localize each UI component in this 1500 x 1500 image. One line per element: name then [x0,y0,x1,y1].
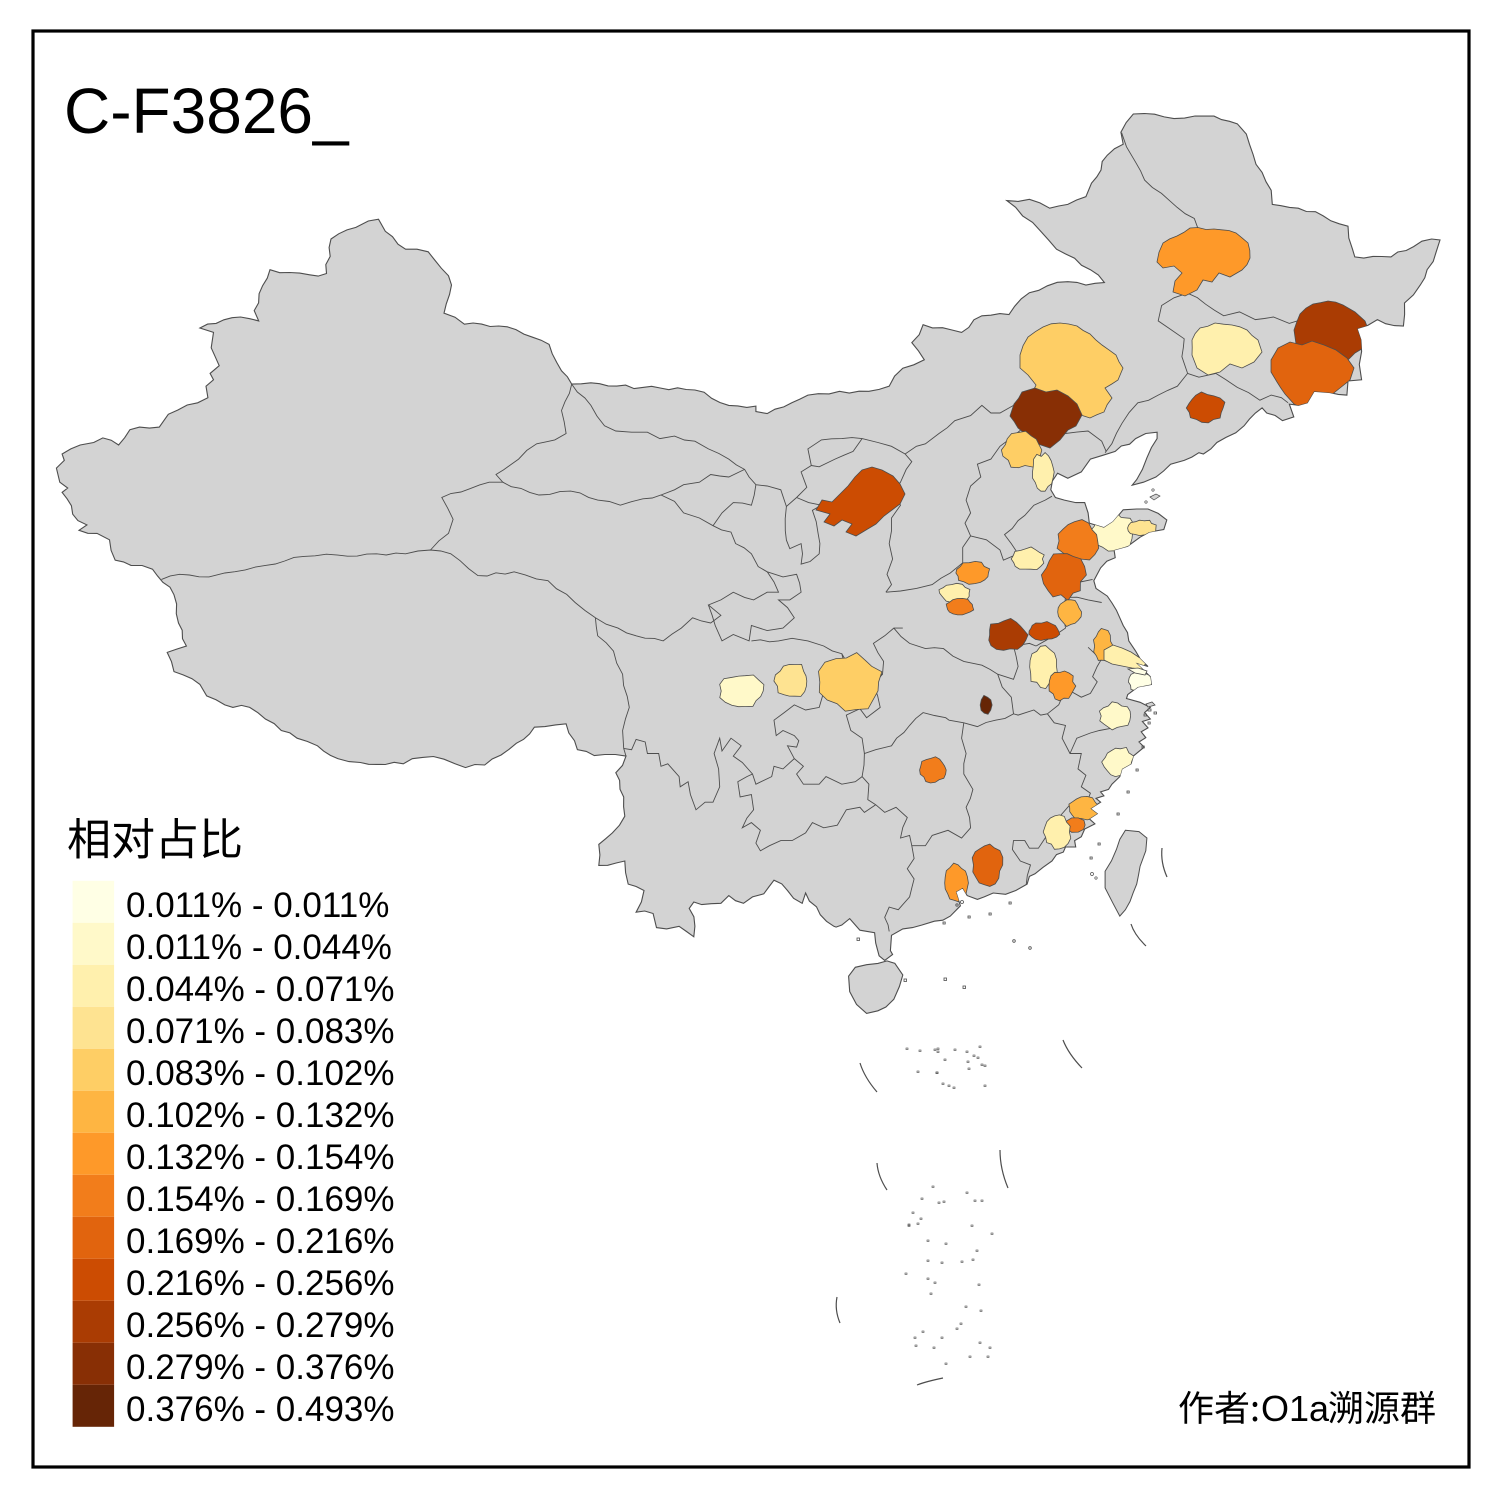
svg-text:0.376% - 0.493%: 0.376% - 0.493% [126,1390,395,1429]
svg-text:O1a: O1a [1261,1388,1330,1429]
svg-text:0.256% - 0.279%: 0.256% - 0.279% [126,1306,395,1345]
svg-text:0.011% - 0.011%: 0.011% - 0.011% [126,886,389,925]
svg-text:0.071% - 0.083%: 0.071% - 0.083% [126,1012,395,1051]
svg-text:C-F3826_: C-F3826_ [64,75,350,147]
svg-text:0.132% - 0.154%: 0.132% - 0.154% [126,1138,395,1177]
svg-text:0.169% - 0.216%: 0.169% - 0.216% [126,1222,395,1261]
svg-text:0.279% - 0.376%: 0.279% - 0.376% [126,1348,395,1387]
svg-text:0.154% - 0.169%: 0.154% - 0.169% [126,1180,395,1219]
svg-text:0.216% - 0.256%: 0.216% - 0.256% [126,1264,395,1303]
svg-text:0.083% - 0.102%: 0.083% - 0.102% [126,1054,395,1093]
svg-text:0.011% - 0.044%: 0.011% - 0.044% [126,928,392,967]
svg-text:0.102% - 0.132%: 0.102% - 0.132% [126,1096,395,1135]
svg-text:0.044% - 0.071%: 0.044% - 0.071% [126,970,395,1009]
